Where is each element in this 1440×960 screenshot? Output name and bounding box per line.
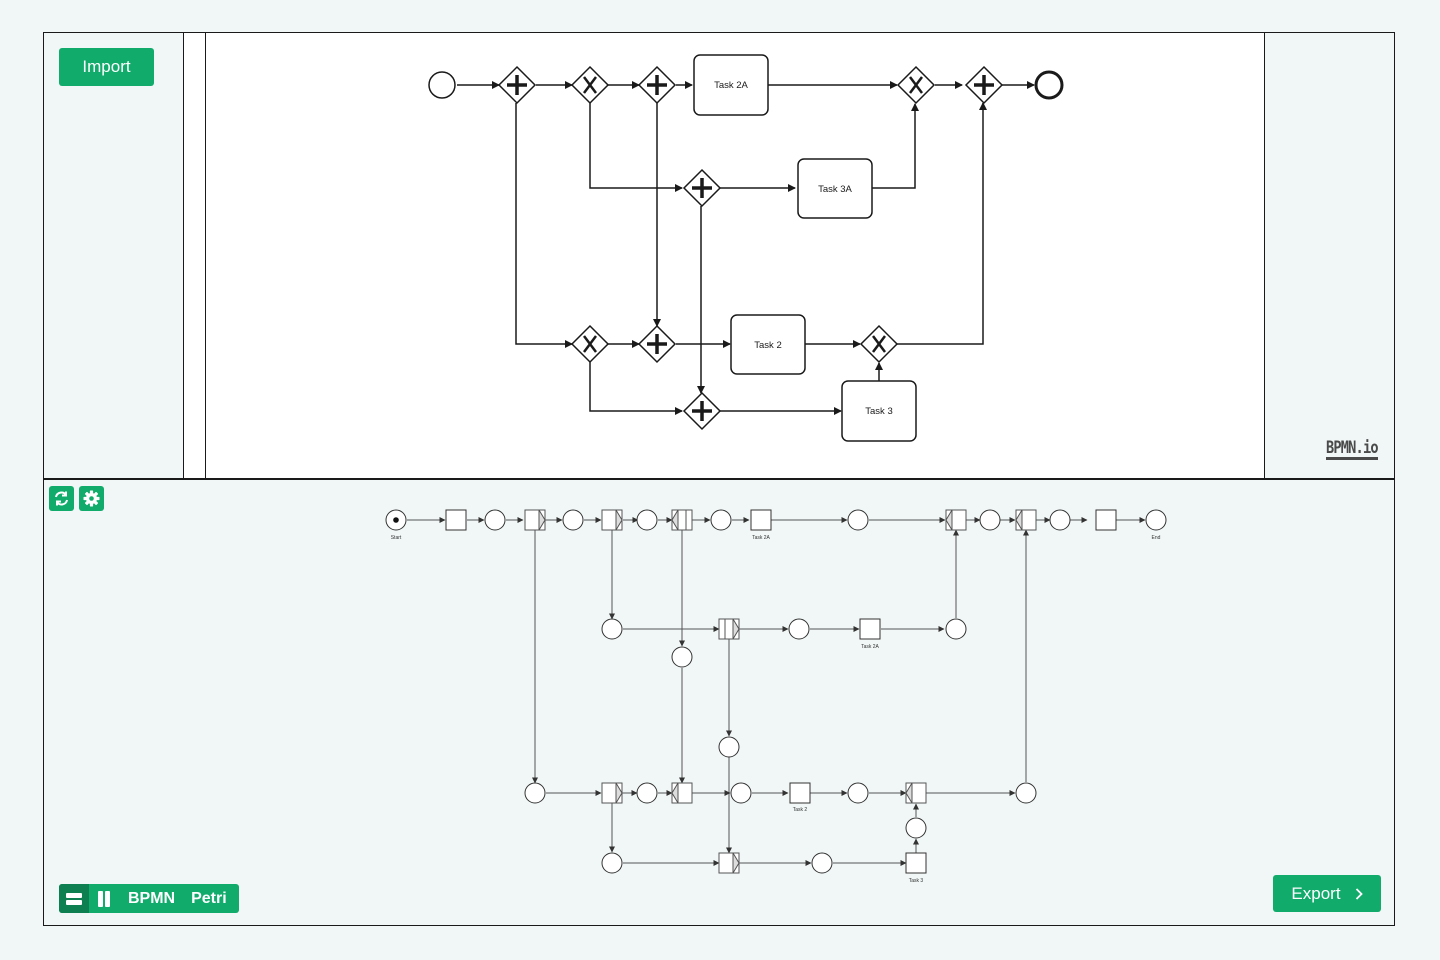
exclusive-gateway-merge-low[interactable] (859, 324, 899, 364)
place (710, 509, 732, 531)
place (484, 509, 506, 531)
task-2[interactable]: Task 2 (730, 314, 806, 375)
task-3-label: Task 3 (865, 406, 892, 417)
place-end (1145, 509, 1167, 531)
bpmn-end-event[interactable] (1034, 70, 1064, 100)
label-task-2a-mid: Task 2A (861, 644, 879, 650)
app-frame: Import (43, 32, 1395, 926)
bpmn-diagram[interactable]: Task 2A Task 3A Task 2 Task 3 (184, 33, 1266, 478)
silent-transitions[interactable] (524, 509, 1037, 874)
parallel-gateway-join-final[interactable] (964, 65, 1004, 105)
layout-stacked-button[interactable] (59, 884, 89, 913)
import-button[interactable]: Import (59, 48, 154, 86)
transition-task-2a (750, 509, 772, 531)
place (1015, 782, 1037, 804)
place (811, 852, 833, 874)
task-3a[interactable]: Task 3A (797, 158, 873, 219)
bpmn-view-toggle[interactable]: BPMN (128, 889, 176, 907)
place (601, 618, 623, 640)
parallel-gateway-1[interactable] (497, 65, 537, 105)
place (562, 509, 584, 531)
export-label: Export (1291, 883, 1341, 903)
exclusive-gateway-merge-top[interactable] (896, 65, 936, 105)
bpmn-io-logo[interactable]: BPMN.io (1326, 438, 1379, 460)
place (730, 782, 752, 804)
parallel-gateway-mid[interactable] (682, 168, 722, 208)
task-2a-label: Task 2A (714, 80, 748, 91)
view-toggle: BPMN Petri (59, 884, 239, 913)
place (671, 646, 693, 668)
label-task-2: Task 2 (793, 807, 808, 813)
petri-arcs (407, 517, 1146, 866)
layout-stacked-icon (66, 892, 82, 905)
transition (1095, 509, 1117, 531)
bpmn-start-event[interactable] (428, 71, 456, 99)
task-3a-label: Task 3A (818, 184, 852, 195)
petri-places[interactable] (385, 509, 1167, 874)
place (601, 852, 623, 874)
place (524, 782, 546, 804)
place (788, 618, 810, 640)
place (847, 509, 869, 531)
refresh-icon (55, 491, 68, 506)
petri-net-diagram[interactable]: Start End Task 2A Task 2A Task 2 Task 3 (44, 480, 1394, 925)
transition (445, 509, 467, 531)
label-end: End (1152, 535, 1161, 541)
petri-view-toggle[interactable]: Petri (191, 889, 227, 907)
task-3[interactable]: Task 3 (841, 380, 917, 442)
place (718, 736, 740, 758)
gear-icon (83, 490, 100, 507)
transition-task-3 (905, 852, 927, 874)
place (636, 782, 658, 804)
petri-labels: Start End Task 2A Task 2A Task 2 Task 3 (391, 535, 1161, 884)
place (945, 618, 967, 640)
exclusive-gateway-1[interactable] (570, 65, 610, 105)
place (905, 817, 927, 839)
place (847, 782, 869, 804)
label-start: Start (391, 535, 402, 541)
sequence-flows (457, 81, 1035, 415)
settings-button[interactable] (79, 486, 104, 511)
place (636, 509, 658, 531)
layout-columns-icon (98, 890, 110, 907)
parallel-gateway-low[interactable] (637, 324, 677, 364)
refresh-button[interactable] (49, 486, 74, 511)
task-2a[interactable]: Task 2A (693, 54, 769, 116)
layout-columns-button[interactable] (89, 884, 119, 913)
petri-transitions[interactable] (445, 509, 1117, 874)
export-button[interactable]: Export (1273, 875, 1381, 912)
parallel-gateway-bottom[interactable] (682, 391, 722, 431)
start-token (393, 517, 399, 523)
pool-header-divider (205, 33, 206, 478)
place (1049, 509, 1071, 531)
bpmn-canvas[interactable]: Task 2A Task 3A Task 2 Task 3 (183, 33, 1265, 478)
label-task-3: Task 3 (909, 878, 924, 884)
bpmn-pane: Import (44, 33, 1394, 480)
transition-task-2 (789, 782, 811, 804)
exclusive-gateway-low[interactable] (570, 324, 610, 364)
transition-task-2a-mid (859, 618, 881, 640)
place (979, 509, 1001, 531)
parallel-gateway-2[interactable] (637, 65, 677, 105)
petri-pane: Start End Task 2A Task 2A Task 2 Task 3 (44, 480, 1394, 925)
chevron-right-icon (1355, 887, 1363, 900)
label-task-2a: Task 2A (752, 535, 770, 541)
task-2-label: Task 2 (754, 340, 781, 351)
